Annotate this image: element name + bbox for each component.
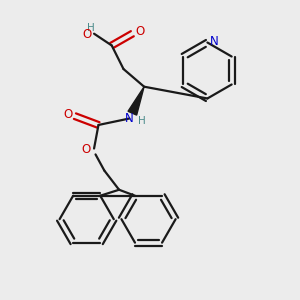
Text: H: H xyxy=(87,23,94,33)
Text: O: O xyxy=(63,108,72,121)
Text: O: O xyxy=(82,28,91,41)
Polygon shape xyxy=(128,87,144,115)
Text: N: N xyxy=(209,35,218,48)
Text: O: O xyxy=(135,25,144,38)
Text: N: N xyxy=(125,112,134,125)
Text: H: H xyxy=(138,116,146,126)
Text: O: O xyxy=(81,143,90,157)
